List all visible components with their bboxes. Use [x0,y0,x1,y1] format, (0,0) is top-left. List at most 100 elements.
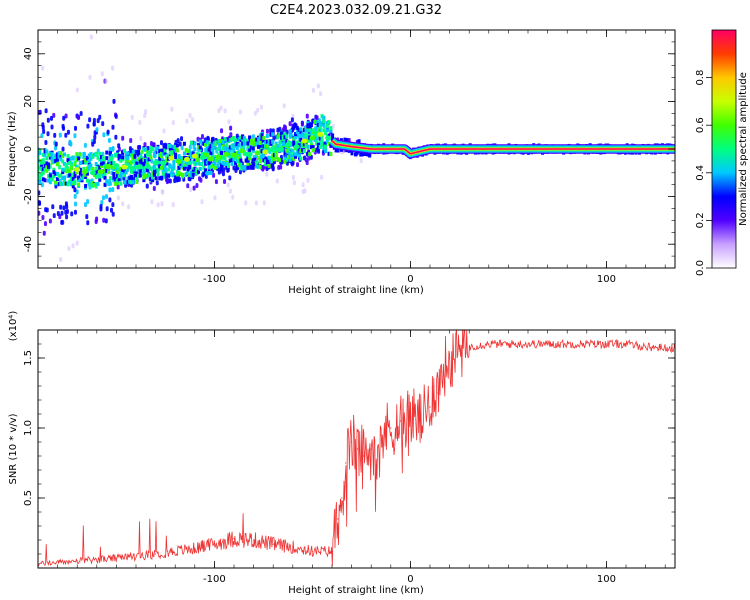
heatmap-cell [38,157,40,162]
heatmap-peak [223,151,230,157]
heatmap-cell [225,143,229,148]
heatmap-cell [73,201,77,207]
heatmap-cell [205,153,209,158]
heatmap-cell [54,180,58,185]
spectrogram-y-tick-label: 20 [23,95,34,108]
heatmap-peak [238,148,245,154]
heatmap-cell [193,157,197,162]
heatmap-cell [112,160,116,165]
heatmap-cell [265,157,269,162]
heatmap-cell [219,163,223,168]
heatmap-cell [142,175,146,180]
heatmap-peak [113,163,120,169]
heatmap-cell [87,165,91,170]
heatmap-cell [182,151,186,156]
heatmap-cell [235,145,239,150]
heatmap-cell [75,164,79,169]
heatmap-cell [174,144,178,149]
heatmap-cell [262,138,266,143]
heatmap-cell [246,165,250,170]
snr-data-points [38,343,675,565]
heatmap-cell [133,154,137,159]
heatmap-cell [41,167,45,172]
heatmap-cell [70,163,74,168]
heatmap-cell [65,204,69,210]
heatmap-cell [265,160,269,165]
heatmap-cell [248,148,252,153]
heatmap-cell [111,65,115,71]
spectrogram-x-tick-label: -100 [203,274,226,285]
heatmap-cell [304,157,308,163]
snr-data-point [645,346,647,348]
heatmap-cell [228,188,232,194]
heatmap-cell [227,119,231,125]
heatmap-cell [264,161,268,166]
heatmap-cell [160,201,164,207]
heatmap-cell [258,159,262,164]
snr-data-point [356,448,359,450]
heatmap-cell [114,134,118,140]
heatmap-cell [325,128,329,133]
heatmap-cell [285,134,289,139]
heatmap-cell [40,132,44,138]
heatmap-cell [320,114,324,119]
heatmap-cell [139,136,143,142]
heatmap-cell [144,173,148,178]
heatmap-cell [103,175,107,180]
heatmap-cell [101,121,105,127]
heatmap-cell [274,150,278,155]
heatmap-cell [59,151,63,156]
heatmap-cell [182,166,186,171]
snr-panel: -100 0 100 0.5 1.0 1.5 Height of straight lin… [8,311,676,596]
heatmap-cell [149,155,153,160]
colorbar-label: Normalized spectral amplitude [738,72,749,226]
snr-data-point [441,371,443,373]
heatmap-cell [73,187,77,193]
heatmap-cell [225,138,229,143]
heatmap-cell [61,146,65,152]
heatmap-peak [215,154,222,160]
heatmap-cell [237,159,241,164]
heatmap-cell [138,144,142,150]
heatmap-cell [322,128,326,133]
heatmap-cell [110,156,114,161]
heatmap-cell [62,205,66,211]
heatmap-cell [193,166,197,171]
heatmap-cell [188,161,192,166]
heatmap-cell [198,145,202,150]
heatmap-cell [167,173,171,178]
heatmap-cell [241,137,245,142]
heatmap-cell [85,166,89,171]
heatmap-cell [84,174,88,179]
heatmap-cell [52,167,56,172]
heatmap-cell [260,153,264,158]
heatmap-cell [108,187,112,193]
heatmap-cell [292,180,296,186]
heatmap-cell [315,137,319,142]
heatmap-cell [214,157,218,162]
heatmap-cell [228,145,232,150]
heatmap-cell [47,178,51,183]
heatmap-cell [53,132,57,138]
heatmap-cell [265,133,269,138]
heatmap-cell [219,139,223,144]
colorbar-gradient [711,29,737,269]
heatmap-cell [191,167,195,172]
heatmap-cell [75,157,79,162]
heatmap-cell [59,257,63,263]
heatmap-cell [207,165,211,170]
heatmap-cell [288,133,292,138]
heatmap-cell [253,157,257,162]
heatmap-cell [73,162,77,167]
heatmap-peak [89,170,96,176]
heatmap-cell [159,175,163,180]
snr-data-point [194,547,196,550]
heatmap-cell [128,176,132,181]
heatmap-cell [150,158,154,164]
heatmap-cell [197,169,201,174]
heatmap-cell [95,216,99,222]
heatmap-cell [55,162,59,167]
heatmap-cell [85,155,89,160]
heatmap-cell [306,138,310,143]
